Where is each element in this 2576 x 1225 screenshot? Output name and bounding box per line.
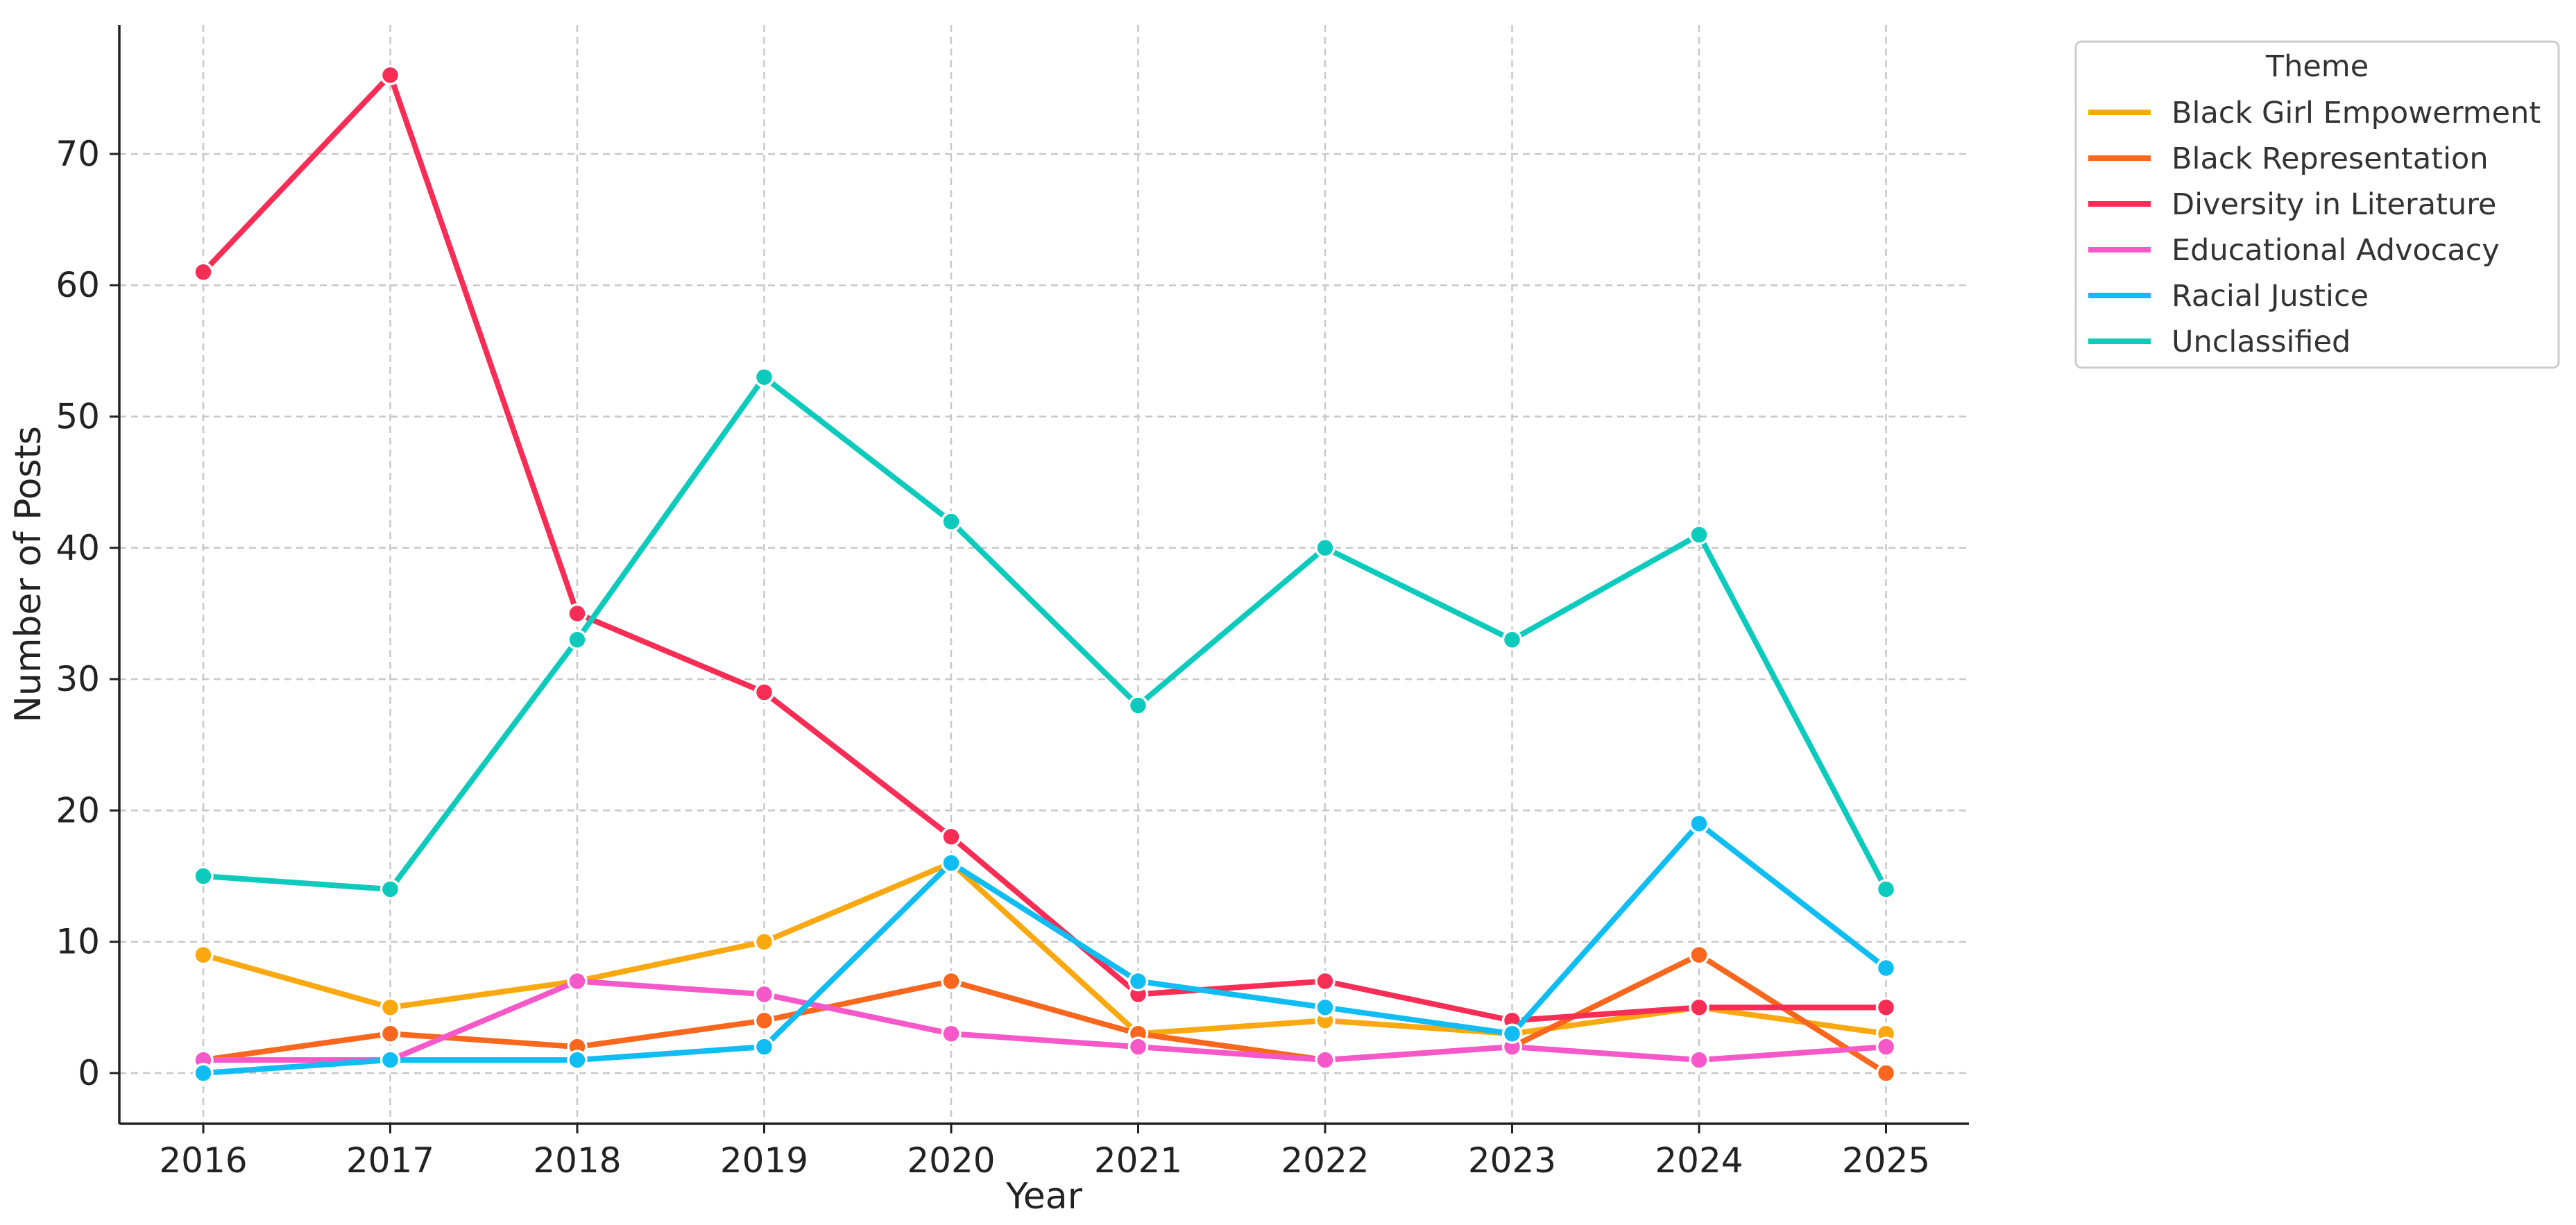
legend-label: Racial Justice bbox=[2172, 279, 2369, 314]
data-point bbox=[941, 826, 962, 848]
data-point bbox=[1875, 1063, 1897, 1083]
x-axis-ticks: 2016 2017 2018 2019 2020 2021 2022 2023 2024 2025 bbox=[159, 1124, 1930, 1181]
legend-label: Unclassified bbox=[2172, 325, 2351, 359]
legend-label: Black Representation bbox=[2172, 142, 2489, 176]
data-point bbox=[567, 970, 588, 992]
x-tick-label: 2016 bbox=[159, 1140, 247, 1181]
legend-item: Unclassified bbox=[2088, 325, 2351, 359]
data-point bbox=[753, 682, 775, 703]
data-point bbox=[1875, 957, 1897, 979]
data-point bbox=[941, 511, 962, 532]
data-point bbox=[567, 629, 588, 651]
data-point bbox=[1127, 970, 1149, 992]
x-tick-label: 2022 bbox=[1281, 1140, 1369, 1181]
x-tick-label: 2017 bbox=[346, 1140, 434, 1181]
y-tick-label: 40 bbox=[56, 528, 100, 568]
y-tick-label: 50 bbox=[56, 397, 100, 437]
data-point bbox=[1501, 629, 1523, 651]
data-point bbox=[1875, 997, 1897, 1018]
series-racial-justice bbox=[193, 813, 1897, 1083]
legend-item: Racial Justice bbox=[2088, 279, 2369, 314]
legend-item: Diversity in Literature bbox=[2088, 187, 2496, 222]
data-point bbox=[753, 984, 775, 1005]
series-line bbox=[201, 952, 1889, 1076]
data-point bbox=[941, 1023, 962, 1044]
data-point bbox=[941, 970, 962, 992]
y-tick-label: 20 bbox=[56, 790, 100, 830]
y-tick-label: 30 bbox=[56, 659, 100, 699]
legend-item: Black Girl Empowerment bbox=[2088, 96, 2541, 130]
legend-label: Educational Advocacy bbox=[2172, 233, 2500, 268]
series-layer bbox=[193, 65, 1897, 1083]
data-point bbox=[567, 1050, 588, 1070]
legend-box bbox=[2074, 40, 2560, 369]
data-point bbox=[1875, 879, 1897, 900]
data-point bbox=[1127, 1036, 1149, 1057]
series-unclassified bbox=[193, 366, 1897, 900]
x-tick-label: 2018 bbox=[533, 1140, 621, 1181]
legend-label: Diversity in Literature bbox=[2172, 187, 2496, 222]
y-axis-ticks: 0 10 20 30 40 50 60 70 bbox=[56, 134, 119, 1093]
data-point bbox=[193, 1063, 214, 1083]
data-point bbox=[379, 1050, 401, 1070]
series-diversity-in-literature bbox=[193, 65, 1897, 1031]
series-line bbox=[201, 72, 1889, 1024]
data-point bbox=[1689, 524, 1709, 545]
x-tick-label: 2020 bbox=[907, 1140, 995, 1181]
data-point bbox=[753, 1036, 775, 1057]
data-point bbox=[193, 866, 214, 886]
data-point bbox=[941, 853, 962, 873]
series-black-girl-empowerment bbox=[193, 853, 1897, 1044]
legend-label: Black Girl Empowerment bbox=[2172, 96, 2541, 130]
y-tick-label: 10 bbox=[56, 922, 100, 962]
data-point bbox=[193, 944, 214, 966]
data-point bbox=[1127, 695, 1149, 716]
data-point bbox=[1689, 813, 1709, 834]
series-line bbox=[201, 860, 1889, 1037]
data-point bbox=[1315, 997, 1336, 1018]
series-line bbox=[201, 821, 1889, 1076]
x-tick-label: 2021 bbox=[1094, 1140, 1182, 1181]
series-line bbox=[201, 374, 1889, 892]
data-point bbox=[1689, 1050, 1709, 1070]
x-tick-label: 2025 bbox=[1842, 1140, 1930, 1181]
data-point bbox=[379, 1023, 401, 1044]
axes bbox=[118, 25, 1969, 1125]
data-point bbox=[1875, 1036, 1897, 1057]
grid-lines bbox=[119, 25, 1969, 1124]
data-point bbox=[1689, 997, 1709, 1018]
legend-item: Educational Advocacy bbox=[2088, 233, 2500, 268]
legend-item: Black Representation bbox=[2088, 142, 2489, 176]
series-line bbox=[201, 978, 1889, 1063]
data-point bbox=[753, 366, 775, 388]
data-point bbox=[753, 1010, 775, 1031]
data-point bbox=[1689, 944, 1709, 966]
y-tick-label: 70 bbox=[56, 134, 100, 174]
data-point bbox=[1315, 970, 1336, 992]
data-point bbox=[193, 262, 214, 283]
y-tick-label: 0 bbox=[78, 1053, 100, 1093]
x-tick-label: 2023 bbox=[1468, 1140, 1556, 1181]
x-tick-label: 2019 bbox=[720, 1140, 808, 1181]
data-point bbox=[379, 65, 401, 86]
data-point bbox=[1501, 1023, 1523, 1044]
data-point bbox=[753, 931, 775, 952]
data-point bbox=[567, 603, 588, 624]
x-axis-title: Year bbox=[1005, 1176, 1083, 1217]
data-point bbox=[379, 879, 401, 900]
y-tick-label: 60 bbox=[56, 265, 100, 305]
data-point bbox=[379, 997, 401, 1018]
legend: Theme Black Girl Empowerment Black Repres… bbox=[2074, 40, 2560, 369]
x-tick-label: 2024 bbox=[1655, 1140, 1743, 1181]
data-point bbox=[1315, 1050, 1336, 1070]
data-point bbox=[1315, 538, 1336, 558]
legend-title: Theme bbox=[2265, 49, 2369, 84]
y-axis-title: Number of Posts bbox=[8, 426, 49, 723]
